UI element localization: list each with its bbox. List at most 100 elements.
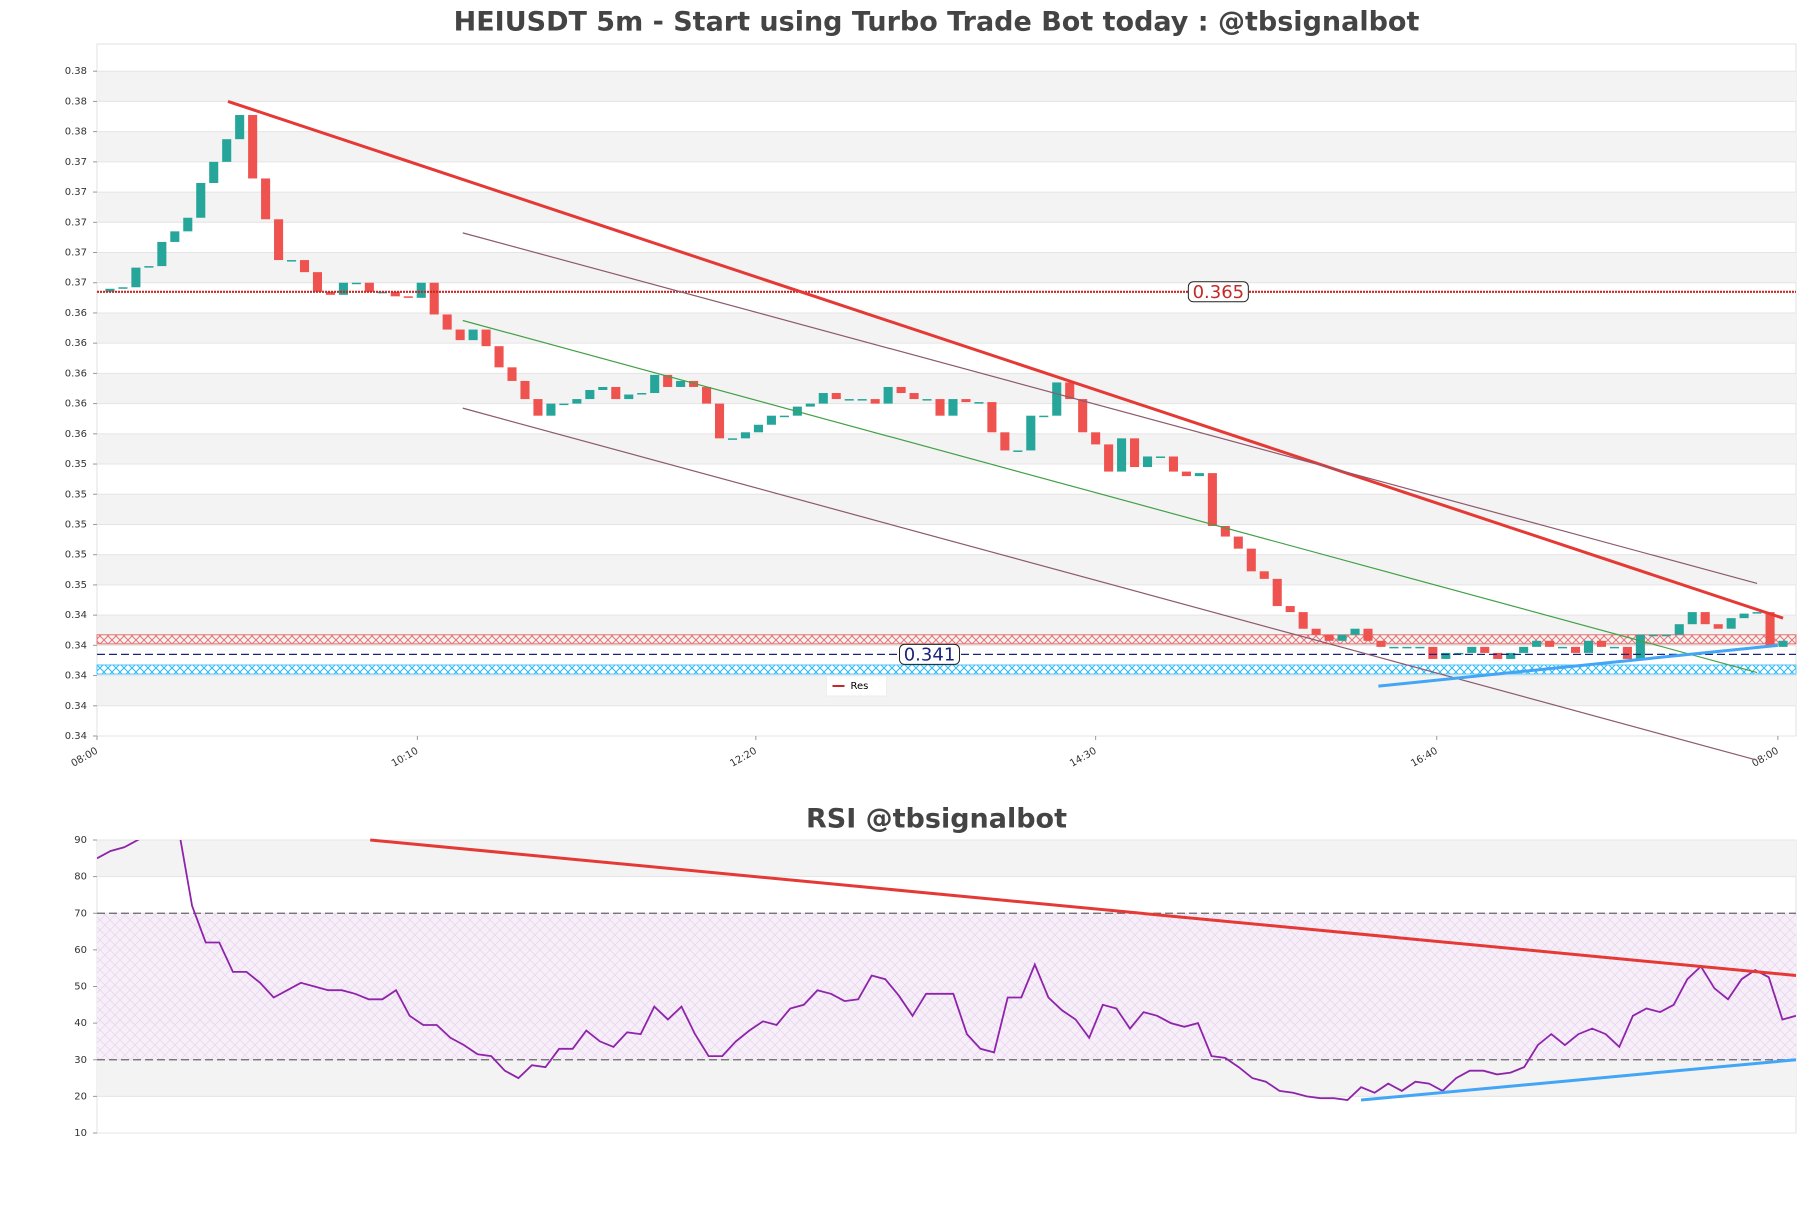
y-tick-label: 0.36 [65, 368, 87, 379]
candle [235, 115, 245, 140]
candle [183, 217, 193, 232]
candle [1570, 646, 1581, 653]
candle [1142, 456, 1153, 468]
candle [766, 415, 776, 425]
grid-stripe [97, 840, 1796, 877]
candle [1078, 399, 1088, 433]
y-tick-label: 40 [74, 1018, 87, 1029]
level-label: 0.365 [1193, 282, 1245, 303]
candle [481, 329, 491, 347]
grid-stripe [97, 373, 1796, 404]
candle [676, 380, 686, 387]
candle [1013, 450, 1023, 452]
y-tick-label: 0.35 [65, 459, 87, 470]
candle [1506, 652, 1516, 659]
y-tick-label: 20 [74, 1091, 87, 1102]
candle [987, 402, 997, 433]
zone [96, 634, 1797, 645]
candle [118, 287, 128, 289]
y-tick-label: 80 [74, 872, 87, 883]
x-tick-label: 14:30 [1068, 746, 1098, 770]
candle [364, 282, 374, 292]
candle [740, 432, 751, 439]
candle [585, 390, 595, 400]
zone [96, 664, 1797, 675]
candle [611, 386, 621, 400]
candle [689, 380, 699, 387]
candle [805, 403, 815, 407]
candle [416, 282, 426, 298]
candle [1532, 640, 1542, 647]
candle [403, 296, 413, 298]
candle [1726, 618, 1736, 629]
trend-line [370, 838, 1797, 978]
candle [1233, 536, 1243, 549]
candle [1298, 612, 1308, 629]
candle [274, 219, 284, 261]
candle [922, 399, 932, 401]
trend-line [1360, 1058, 1797, 1102]
candle [157, 241, 167, 267]
candle [390, 291, 400, 297]
candle [1596, 640, 1606, 647]
candle [170, 231, 180, 242]
grid-stripe [97, 554, 1796, 585]
candle [909, 393, 919, 400]
y-tick-label: 0.38 [65, 96, 87, 107]
y-tick-label: 0.36 [65, 429, 87, 440]
panel: HEIUSDT 5m - Start using Turbo Trade Bot… [65, 7, 1797, 770]
candle [714, 403, 725, 439]
y-tick-label: 0.34 [65, 731, 87, 742]
y-tick-label: 0.34 [65, 701, 87, 712]
candle [299, 260, 310, 273]
trend-line [1378, 643, 1778, 688]
y-tick-label: 0.34 [65, 640, 87, 651]
y-tick-label: 0.38 [65, 127, 87, 138]
rsi-line [97, 840, 1796, 1101]
candle [1583, 640, 1594, 653]
candle [1739, 613, 1749, 619]
candle [844, 399, 854, 401]
candle [753, 424, 763, 433]
candle [1000, 432, 1010, 451]
y-tick-label: 0.36 [65, 308, 87, 319]
x-tick-label: 12:20 [728, 746, 758, 770]
rsi-band [97, 913, 1796, 1060]
candle [1207, 473, 1217, 526]
candle [1441, 652, 1451, 659]
candle [1545, 640, 1555, 647]
trend-line [462, 407, 1758, 761]
candle [650, 374, 660, 394]
candle [1635, 634, 1645, 659]
candle [1778, 640, 1788, 647]
candle [1194, 473, 1204, 477]
candle [1480, 646, 1490, 653]
candle [831, 393, 841, 400]
y-tick-label: 0.35 [65, 580, 87, 591]
candle [948, 399, 958, 416]
candle [637, 393, 647, 395]
candle [1039, 415, 1049, 418]
grid-stripe [97, 1059, 1796, 1097]
candle [663, 374, 673, 387]
legend-box [826, 675, 887, 697]
candle [533, 399, 543, 416]
candle [507, 367, 517, 381]
candle [351, 282, 361, 285]
candle [1311, 628, 1321, 635]
candle [1402, 646, 1412, 649]
level-label-box [899, 643, 961, 665]
candle [1026, 415, 1036, 451]
candle [1350, 628, 1360, 635]
candle [209, 161, 219, 184]
legend-label: Res [851, 681, 869, 692]
candle [598, 386, 608, 390]
y-tick-label: 10 [74, 1128, 87, 1139]
trend-line [227, 99, 1784, 620]
candle [1324, 634, 1334, 641]
candle [559, 403, 569, 406]
grid-stripe [97, 433, 1796, 465]
grid-stripe [97, 494, 1796, 525]
y-tick-label: 0.38 [65, 66, 87, 77]
candle [338, 282, 348, 295]
